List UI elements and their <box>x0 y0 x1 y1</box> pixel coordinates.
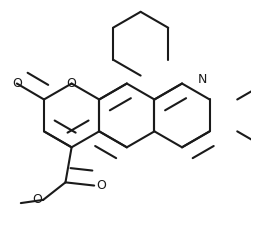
Text: N: N <box>198 73 207 86</box>
Text: O: O <box>67 77 77 90</box>
Text: O: O <box>97 179 106 192</box>
Text: O: O <box>12 77 22 90</box>
Text: O: O <box>32 193 42 206</box>
